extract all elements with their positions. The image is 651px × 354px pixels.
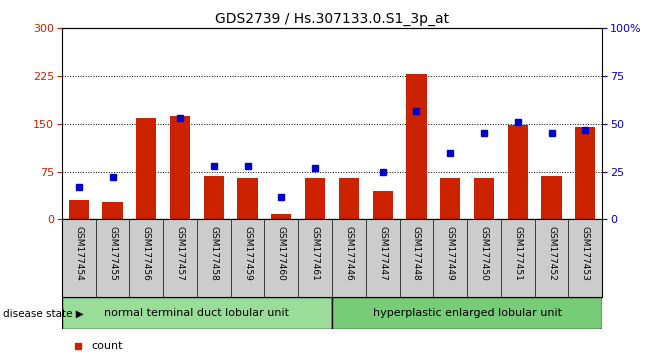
Text: GSM177458: GSM177458 (210, 226, 218, 281)
Text: GSM177460: GSM177460 (277, 226, 286, 281)
Bar (271, 215, 292, 219)
Bar (440, 178, 460, 219)
Bar (508, 125, 528, 219)
Text: GSM177456: GSM177456 (142, 226, 151, 281)
Bar (339, 178, 359, 219)
Bar (332, 297, 602, 329)
Text: GSM177447: GSM177447 (378, 226, 387, 280)
Bar (474, 178, 494, 219)
Title: GDS2739 / Hs.307133.0.S1_3p_at: GDS2739 / Hs.307133.0.S1_3p_at (215, 12, 449, 26)
Text: GSM177448: GSM177448 (412, 226, 421, 280)
Text: GSM177457: GSM177457 (176, 226, 184, 281)
Text: GSM177454: GSM177454 (74, 226, 83, 280)
Text: GSM177452: GSM177452 (547, 226, 556, 280)
Text: GSM177449: GSM177449 (446, 226, 454, 280)
Bar (372, 191, 393, 219)
Text: GSM177453: GSM177453 (581, 226, 590, 281)
Text: disease state ▶: disease state ▶ (3, 308, 84, 318)
Bar (102, 202, 122, 219)
Text: count: count (92, 341, 123, 350)
Text: normal terminal duct lobular unit: normal terminal duct lobular unit (104, 308, 290, 318)
Bar (136, 118, 156, 219)
Text: GSM177459: GSM177459 (243, 226, 252, 281)
Bar (305, 178, 326, 219)
Bar (170, 116, 190, 219)
Bar (68, 200, 89, 219)
Bar (62, 297, 332, 329)
Bar (406, 74, 426, 219)
Bar (575, 127, 596, 219)
Bar (542, 176, 562, 219)
Bar (238, 178, 258, 219)
Text: GSM177461: GSM177461 (311, 226, 320, 281)
Text: GSM177451: GSM177451 (513, 226, 522, 281)
Text: hyperplastic enlarged lobular unit: hyperplastic enlarged lobular unit (372, 308, 562, 318)
Text: GSM177446: GSM177446 (344, 226, 353, 280)
Text: GSM177450: GSM177450 (480, 226, 488, 281)
Bar (204, 176, 224, 219)
Text: GSM177455: GSM177455 (108, 226, 117, 281)
